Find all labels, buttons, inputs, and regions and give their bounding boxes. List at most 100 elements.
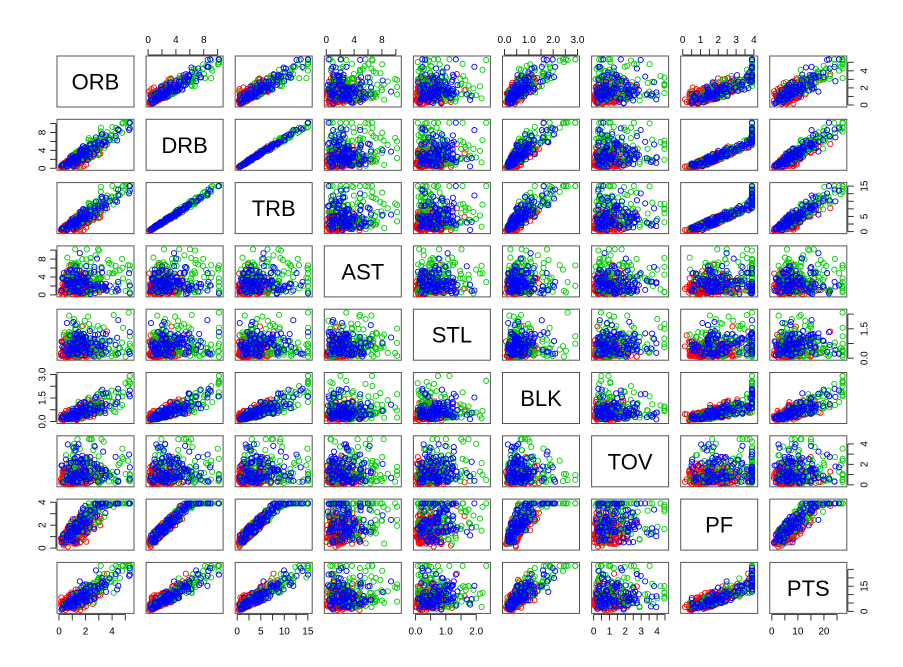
data-point-group-blue <box>326 78 333 85</box>
data-point-group-blue <box>431 74 438 81</box>
data-point-group-blue <box>101 138 108 145</box>
data-point-group-blue <box>463 91 470 98</box>
data-point-group-blue <box>442 79 449 86</box>
data-point-group-blue <box>275 72 282 79</box>
data-point-group-blue <box>633 65 640 72</box>
data-point-group-green <box>296 57 303 64</box>
data-point-group-blue <box>249 156 256 163</box>
scatter-panel-orb-vs-ast <box>323 55 402 108</box>
data-point-group-green <box>421 65 428 72</box>
data-point-group-blue <box>423 81 431 88</box>
data-point-group-green <box>95 145 102 152</box>
data-point-group-red <box>80 163 87 170</box>
data-point-group-blue <box>297 56 304 63</box>
data-point-group-blue <box>304 119 312 126</box>
data-point-group-blue <box>253 153 260 160</box>
data-point-group-green <box>636 97 643 104</box>
data-point-group-green <box>546 60 553 67</box>
data-point-group-blue <box>332 91 340 99</box>
data-point-group-blue <box>613 85 620 92</box>
data-point-group-green <box>394 76 401 83</box>
points <box>413 56 490 107</box>
data-point-group-blue <box>419 82 426 89</box>
data-point-group-blue <box>215 56 222 63</box>
data-point-group-green <box>527 61 534 68</box>
data-point-group-blue <box>269 76 277 83</box>
data-point-group-blue <box>290 127 297 134</box>
data-point-group-blue <box>826 65 833 72</box>
data-point-group-green <box>208 57 215 64</box>
points <box>146 56 222 107</box>
data-point-group-blue <box>617 56 624 63</box>
data-point-group-blue <box>425 78 432 85</box>
data-point-group-blue <box>604 69 611 76</box>
data-point-group-green <box>296 75 303 82</box>
data-point-group-blue <box>78 147 85 154</box>
data-point-group-green <box>356 66 363 73</box>
data-point-group-blue <box>59 162 66 169</box>
data-point-group-blue <box>293 56 300 63</box>
diagonal-panel-orb: ORB <box>56 55 135 108</box>
data-point-group-blue <box>607 94 614 101</box>
data-point-group-blue <box>428 72 435 79</box>
data-point-group-blue <box>600 72 607 79</box>
data-point-group-blue <box>471 63 478 70</box>
data-point-group-blue <box>71 156 78 163</box>
data-point-group-blue <box>537 78 544 85</box>
data-point-group-blue <box>507 100 514 107</box>
data-point-group-blue <box>186 72 193 79</box>
data-point-group-blue <box>149 99 156 106</box>
data-point-group-blue <box>449 76 456 83</box>
data-point-group-blue <box>195 65 202 72</box>
data-point-group-green <box>820 76 827 83</box>
data-point-group-blue <box>351 93 358 100</box>
data-point-group-blue <box>112 133 119 140</box>
data-point-group-blue <box>242 160 249 168</box>
data-point-group-blue <box>335 82 342 89</box>
data-point-group-blue <box>449 91 456 98</box>
data-point-group-blue <box>688 100 695 107</box>
data-point-group-green <box>366 74 373 81</box>
data-point-group-green <box>646 61 653 68</box>
data-point-group-blue <box>719 91 726 98</box>
data-point-group-green <box>572 56 579 63</box>
data-point-group-blue <box>799 82 806 89</box>
data-point-group-blue <box>367 84 375 91</box>
data-point-group-blue <box>512 94 519 101</box>
data-point-group-blue <box>343 63 350 70</box>
data-point-group-green <box>607 56 614 63</box>
variable-label: DRB <box>161 133 207 158</box>
data-point-group-green <box>559 56 567 63</box>
data-point-group-blue <box>784 83 791 90</box>
data-point-group-blue <box>99 131 106 138</box>
data-point-group-blue <box>367 91 374 98</box>
data-point-group-blue <box>715 87 722 94</box>
data-point-group-blue <box>792 82 800 89</box>
data-point-group-green <box>414 59 421 66</box>
points <box>324 119 401 171</box>
data-point-group-green <box>434 56 442 63</box>
data-point-group-blue <box>327 89 334 96</box>
data-point-group-blue <box>249 91 256 98</box>
data-point-group-blue <box>452 56 459 63</box>
data-point-group-blue <box>832 78 839 85</box>
data-point-group-blue <box>518 72 525 79</box>
data-point-group-blue <box>624 94 631 101</box>
data-point-group-green <box>112 135 119 142</box>
points <box>502 56 579 107</box>
data-point-group-blue <box>160 94 167 101</box>
data-point-group-blue <box>438 100 445 107</box>
data-point-group-green <box>369 57 376 64</box>
data-point-group-green <box>380 81 387 88</box>
data-point-group-blue <box>811 72 818 79</box>
data-point-group-blue <box>328 65 335 72</box>
data-point-group-blue <box>619 87 626 94</box>
data-point-group-blue <box>748 56 756 63</box>
data-point-group-blue <box>332 94 339 101</box>
data-point-group-blue <box>424 94 431 101</box>
data-point-group-blue <box>350 83 357 90</box>
data-point-group-blue <box>518 88 525 95</box>
data-point-group-green <box>370 90 377 97</box>
data-point-group-green <box>109 123 116 130</box>
data-point-group-green <box>394 84 401 91</box>
